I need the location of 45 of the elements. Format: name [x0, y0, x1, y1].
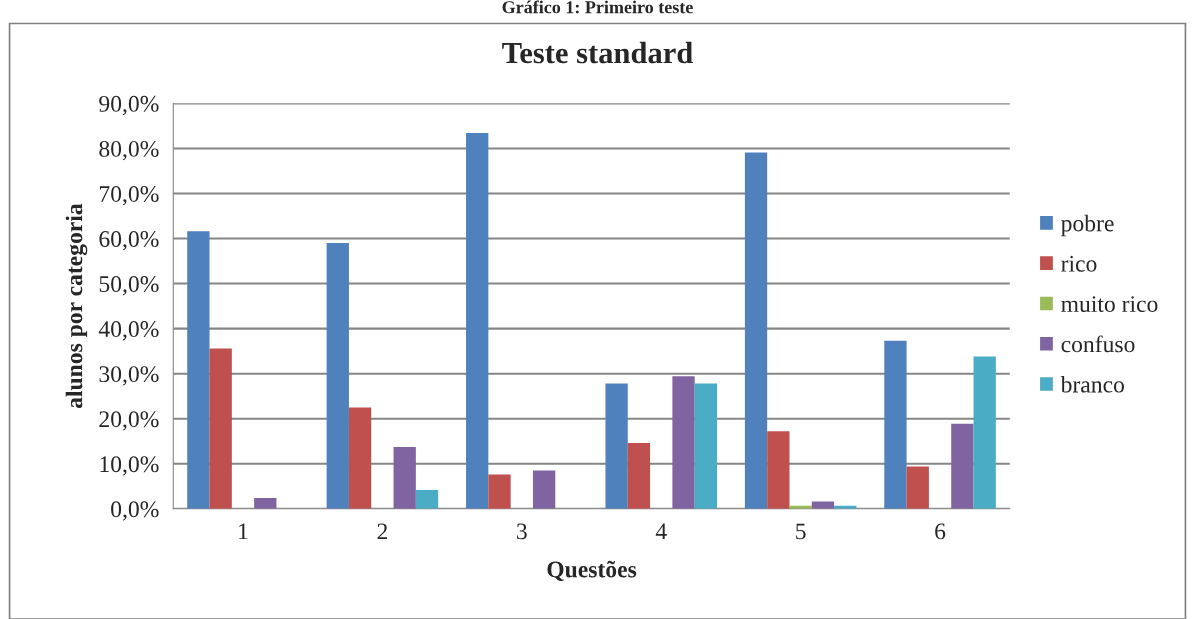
y-tick-label: 60,0% — [99, 231, 159, 251]
legend-label: muito rico — [1061, 296, 1158, 313]
x-tick-label: 6 — [935, 523, 946, 540]
bar — [393, 447, 416, 509]
y-tick-label: 20,0% — [99, 411, 159, 431]
y-tick-label: 40,0% — [98, 321, 159, 341]
y-tick-label: 10,0% — [100, 456, 159, 476]
legend-label: branco — [1060, 375, 1124, 393]
bar — [326, 243, 349, 509]
bar — [348, 407, 372, 509]
bar — [744, 152, 768, 509]
bar — [694, 383, 717, 509]
bar — [532, 470, 556, 509]
y-tick-label: 30,0% — [99, 366, 159, 386]
x-tick-label: 2 — [377, 523, 387, 540]
bar — [187, 231, 210, 509]
y-tick-label: 80,0% — [99, 140, 159, 161]
y-tick-label: 0,0% — [111, 501, 159, 521]
x-tick-label: 3 — [517, 523, 527, 540]
x-tick-label: 4 — [655, 523, 667, 540]
bar — [672, 376, 695, 509]
bar — [415, 489, 439, 509]
bar — [906, 466, 929, 509]
legend-label: confuso — [1061, 335, 1135, 353]
bar — [209, 348, 232, 509]
bar — [627, 443, 651, 509]
bar — [884, 340, 907, 509]
chart-title: Teste standard — [502, 41, 693, 64]
chart-subtitle: Gráfico 1: Primeiro teste — [502, 0, 693, 14]
bar — [767, 431, 790, 509]
x-tick-label: 1 — [239, 523, 248, 540]
bar — [488, 474, 511, 509]
y-tick-label: 50,0% — [99, 276, 159, 296]
y-tick-label: 70,0% — [99, 185, 159, 206]
bar — [254, 498, 277, 509]
y-tick-label: 90,0% — [99, 95, 159, 116]
bar — [973, 356, 996, 509]
x-axis-title: Questões — [547, 560, 637, 581]
x-tick-label: 5 — [796, 523, 806, 540]
bar — [466, 133, 489, 509]
bar — [605, 383, 628, 509]
legend-label: rico — [1061, 255, 1097, 272]
y-axis-title: alunos por categoria — [65, 203, 88, 409]
bar — [951, 423, 974, 509]
legend-label: pobre — [1061, 214, 1114, 237]
